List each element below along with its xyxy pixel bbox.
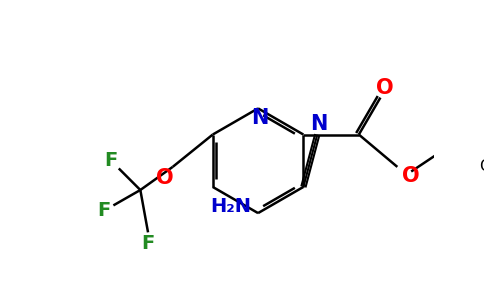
Text: O: O — [402, 166, 420, 186]
Text: CH₃: CH₃ — [479, 159, 484, 174]
Text: O: O — [376, 78, 394, 98]
Text: N: N — [310, 114, 328, 134]
Text: F: F — [105, 151, 118, 170]
Text: H₂N: H₂N — [211, 197, 252, 216]
Text: N: N — [251, 108, 268, 127]
Text: F: F — [141, 234, 155, 253]
Text: F: F — [97, 200, 111, 220]
Text: O: O — [156, 168, 174, 188]
